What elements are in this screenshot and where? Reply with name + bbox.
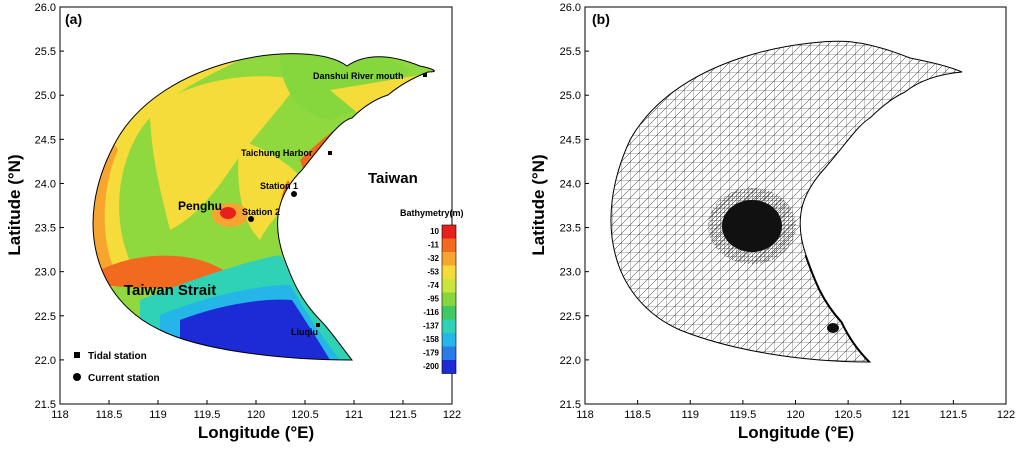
y-tick-label: 23.0 xyxy=(35,267,56,279)
panel-a-y-label: Latitude (°N) xyxy=(5,154,24,255)
colorbar-level-label: -200 xyxy=(423,362,440,371)
colorbar-swatch xyxy=(442,252,456,266)
x-tick-label: 122 xyxy=(443,409,461,421)
liuqiu-tidal-station xyxy=(316,323,320,327)
x-tick-label: 118.5 xyxy=(96,409,123,421)
y-tick-label: 23.0 xyxy=(560,267,581,279)
panel-b-y-label: Latitude (°N) xyxy=(529,154,548,255)
x-tick-label: 118 xyxy=(576,409,594,421)
penghu-label: Penghu xyxy=(178,199,222,213)
x-tick-label: 120.5 xyxy=(291,409,319,421)
station-1-marker xyxy=(291,191,297,197)
y-tick-label: 25.5 xyxy=(35,46,56,58)
colorbar-level-label: 10 xyxy=(430,227,439,236)
y-tick-label: 22.5 xyxy=(560,311,581,323)
panel-a-x-label: Longitude (°E) xyxy=(198,423,314,442)
danshui-tidal-station xyxy=(423,73,427,77)
y-tick-label: 22.5 xyxy=(35,311,56,323)
x-tick-label: 120.5 xyxy=(834,409,862,421)
y-tick-label: 24.5 xyxy=(560,134,581,146)
bathymetry-map xyxy=(93,53,435,361)
colorbar-level-label: -32 xyxy=(427,254,439,263)
colorbar-swatch xyxy=(442,265,456,279)
colorbar-swatch xyxy=(442,319,456,333)
panel-b-axes: 118 118.5 119 119.5 120 120.5 121 121.5 122 26.0 2… xyxy=(560,2,1016,421)
panel-a: (a) Danshui River mouth Taichung Harbor … xyxy=(5,2,464,442)
colorbar-title: Bathymetry(m) xyxy=(400,208,464,218)
y-tick-label: 26.0 xyxy=(35,2,56,14)
tidal-legend-marker xyxy=(74,352,80,358)
panel-b: (b) 118 118.5 119 119.5 120 120.5 121 121.5 122 2… xyxy=(529,2,1015,442)
colorbar-swatch xyxy=(442,360,456,374)
colorbar-swatch xyxy=(442,333,456,347)
colorbar-swatch xyxy=(442,225,456,239)
taiwan-strait-label: Taiwan Strait xyxy=(124,282,216,299)
x-tick-label: 119.5 xyxy=(730,409,757,421)
liuqiu-label: Liuqiu xyxy=(291,327,318,337)
station-2-label: Station 2 xyxy=(242,207,280,217)
x-tick-label: 120 xyxy=(247,409,265,421)
colorbar-swatch xyxy=(442,306,456,320)
colorbar-swatch xyxy=(442,346,456,360)
colorbar-swatch xyxy=(442,238,456,252)
colorbar-swatch xyxy=(442,292,456,306)
x-tick-label: 118.5 xyxy=(624,409,651,421)
x-tick-label: 120 xyxy=(786,409,804,421)
y-tick-label: 23.5 xyxy=(560,223,581,235)
colorbar-level-label: -179 xyxy=(423,349,440,358)
x-tick-label: 122 xyxy=(997,409,1015,421)
tidal-legend-label: Tidal station xyxy=(88,351,147,362)
y-tick-label: 23.5 xyxy=(35,223,56,235)
current-legend-label: Current station xyxy=(88,373,160,384)
danshui-label: Danshui River mouth xyxy=(313,71,404,81)
y-tick-label: 21.5 xyxy=(35,399,56,411)
panel-b-label: (b) xyxy=(592,11,610,27)
y-tick-label: 25.0 xyxy=(560,90,581,102)
colorbar-level-label: -53 xyxy=(427,268,439,277)
taichung-label: Taichung Harbor xyxy=(241,148,313,158)
y-tick-label: 25.5 xyxy=(560,46,581,58)
colorbar-level-label: -11 xyxy=(428,241,440,250)
x-tick-label: 119.5 xyxy=(194,409,221,421)
taiwan-label: Taiwan xyxy=(368,170,418,187)
y-tick-label: 24.5 xyxy=(35,134,56,146)
station-2-marker xyxy=(248,216,254,222)
colorbar-outline xyxy=(441,224,457,374)
y-tick-label: 25.0 xyxy=(35,90,56,102)
y-tick-label: 21.5 xyxy=(560,399,581,411)
x-tick-label: 119 xyxy=(149,409,167,421)
x-tick-label: 121 xyxy=(345,409,363,421)
y-tick-label: 24.0 xyxy=(35,178,56,190)
taichung-tidal-station xyxy=(328,151,332,155)
x-tick-label: 121.5 xyxy=(940,409,968,421)
panel-a-axes: 118 118.5 119 119.5 120 120.5 121 121.5 122 26.0 2… xyxy=(35,2,462,421)
domain-boundary xyxy=(92,53,435,361)
y-tick-label: 22.0 xyxy=(560,355,581,367)
x-tick-label: 121 xyxy=(892,409,910,421)
colorbar-level-label: -137 xyxy=(423,322,440,331)
station-1-label: Station 1 xyxy=(260,181,298,191)
bathymetry-colorbar: 10 -11 -32 -53 -74 -95 -116 -137 -158 -179 -200 xyxy=(423,224,457,374)
current-legend-marker xyxy=(73,373,81,381)
mesh-boundary xyxy=(610,40,963,363)
colorbar-swatch xyxy=(442,279,456,293)
x-tick-label: 121.5 xyxy=(389,409,417,421)
colorbar-level-label: -116 xyxy=(423,308,439,317)
y-tick-label: 24.0 xyxy=(560,178,581,190)
panel-a-label: (a) xyxy=(65,11,82,27)
colorbar-level-label: -74 xyxy=(427,281,439,290)
y-tick-label: 26.0 xyxy=(560,2,581,14)
colorbar-level-label: -158 xyxy=(423,335,440,344)
colorbar-level-label: -95 xyxy=(427,295,439,304)
y-tick-label: 22.0 xyxy=(35,355,56,367)
x-tick-label: 119 xyxy=(681,409,699,421)
x-tick-label: 118 xyxy=(51,409,69,421)
panel-b-x-label: Longitude (°E) xyxy=(738,423,854,442)
